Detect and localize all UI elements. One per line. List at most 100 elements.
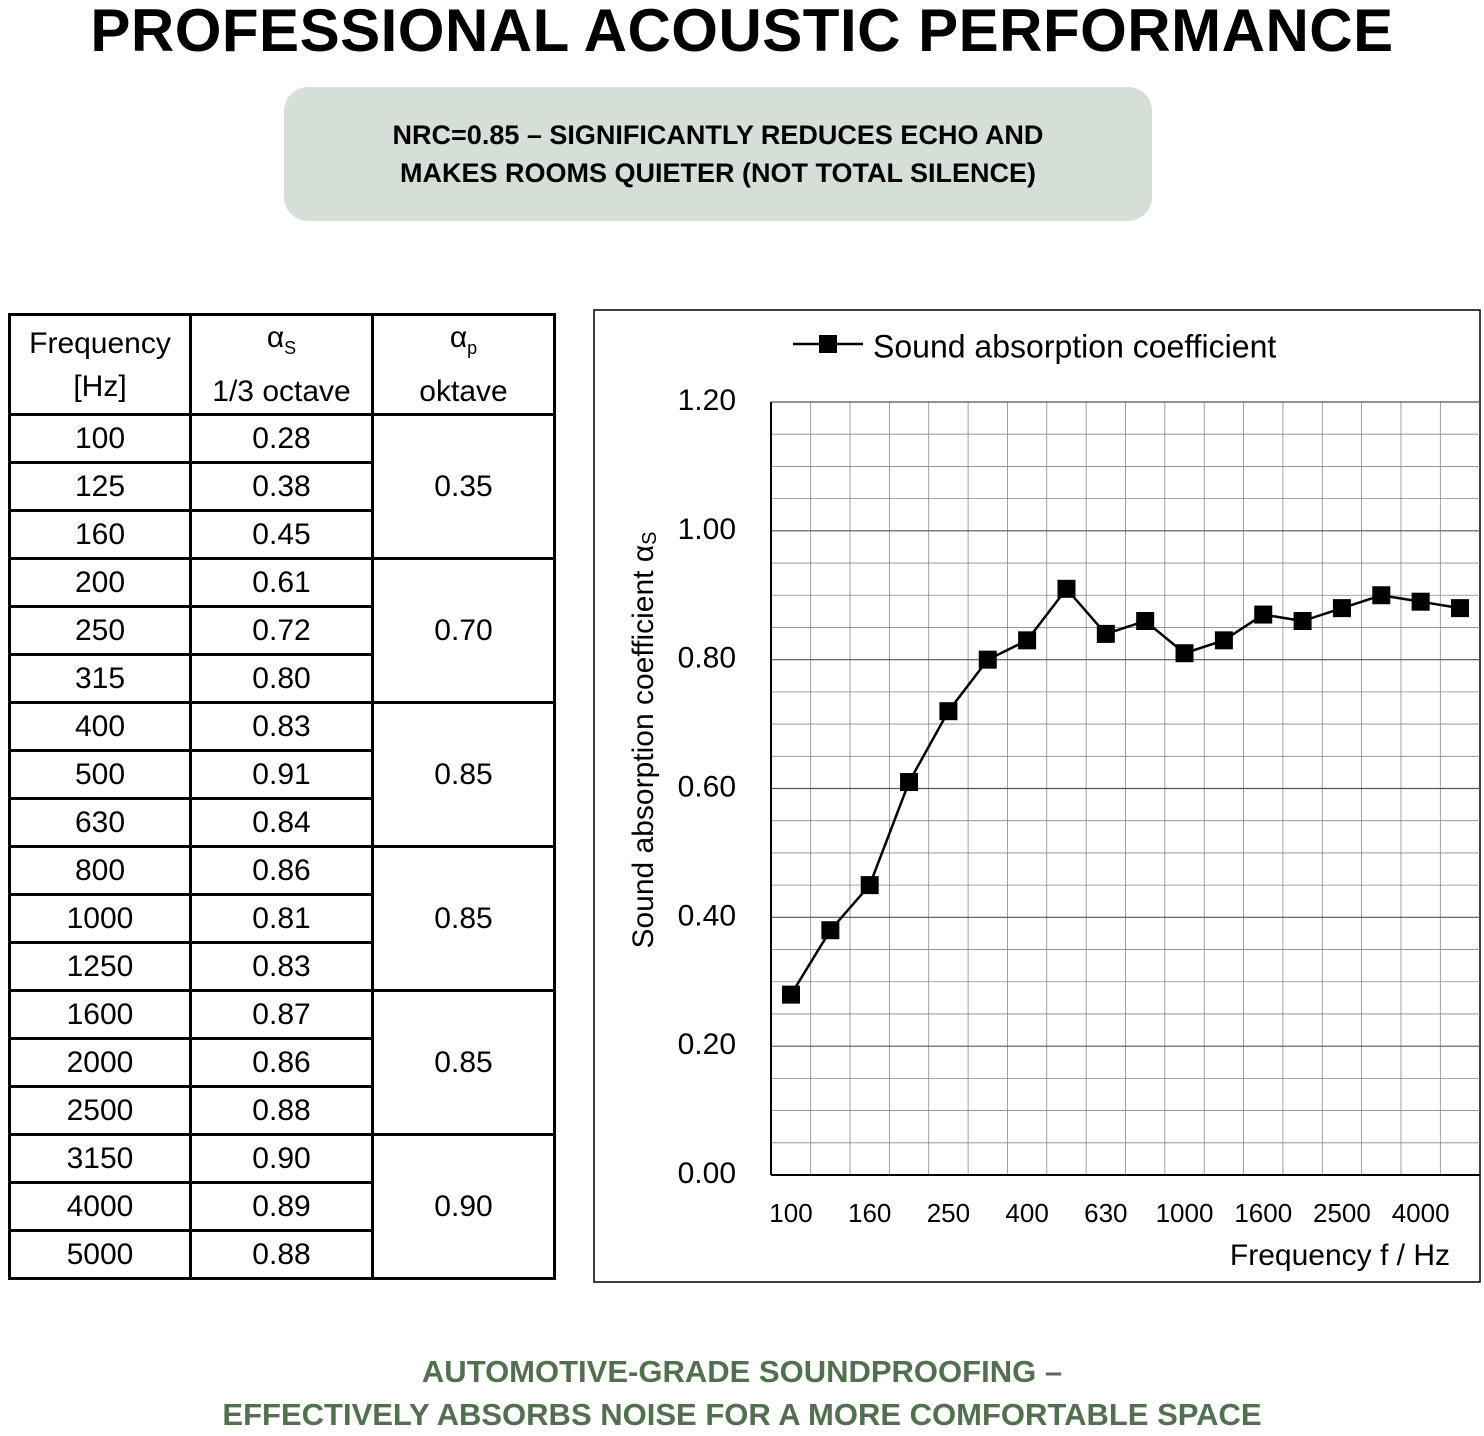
x-tick-label: 2500 <box>1313 1198 1371 1228</box>
header-text: 1/3 octave <box>212 375 351 408</box>
y-tick-label: 1.20 <box>678 384 736 417</box>
legend-label: Sound absorption coefficient <box>873 328 1276 364</box>
point-marker <box>1372 586 1391 605</box>
point-marker <box>1451 599 1469 618</box>
x-tick-label: 1000 <box>1156 1198 1214 1228</box>
y-tick-label: 0.40 <box>678 899 736 932</box>
table-row: 125 0.38 <box>8 461 555 512</box>
alpha-s-cell: 0.81 <box>189 893 374 944</box>
banner: NRC=0.85 – SIGNIFICANTLY REDUCES ECHO AN… <box>284 87 1152 221</box>
x-tick-label: 4000 <box>1392 1198 1450 1228</box>
point-marker <box>1293 612 1312 631</box>
x-axis-label: Frequency f / Hz <box>1230 1239 1450 1272</box>
point-marker <box>1175 644 1194 663</box>
frequency-cell: 1250 <box>8 941 192 992</box>
frequency-cell: 3150 <box>8 1133 192 1184</box>
header-cell: Frequency [Hz] <box>8 313 192 416</box>
table-row: 250 0.72 <box>8 605 555 656</box>
frequency-cell: 1600 <box>8 989 192 1040</box>
header-text: oktave <box>419 375 508 408</box>
point-marker <box>978 650 997 669</box>
point-marker <box>1057 579 1076 598</box>
chart-frame <box>593 309 1481 1283</box>
alpha-p-cell: 0.35 <box>371 413 556 560</box>
banner-line: MAKES ROOMS QUIETER (NOT TOTAL SILENCE) <box>399 158 1037 188</box>
footer-line: EFFECTIVELY ABSORBS NOISE FOR A MORE COM… <box>222 1397 1262 1432</box>
table-row: 5000 0.88 <box>8 1229 555 1280</box>
header-text: [Hz] <box>73 369 127 403</box>
data-table: Frequency [Hz] αS 1/3 octave αp oktave 100 0.28… <box>8 313 556 1280</box>
frequency-cell: 2000 <box>8 1037 192 1088</box>
frequency-cell: 2500 <box>8 1085 192 1136</box>
frequency-cell: 125 <box>8 461 192 512</box>
frequency-cell: 4000 <box>8 1181 192 1232</box>
table-row: 500 0.91 <box>8 749 555 800</box>
y-axis-label: Sound absorption coefficient αS <box>627 531 661 948</box>
x-tick-label: 250 <box>927 1198 970 1228</box>
alpha-s-cell: 0.91 <box>189 749 374 800</box>
alpha-s-cell: 0.38 <box>189 461 374 512</box>
frequency-cell: 100 <box>8 413 192 464</box>
point-marker <box>821 921 840 940</box>
symbol-subscript: S <box>284 338 297 358</box>
frequency-cell: 630 <box>8 797 192 848</box>
y-tick-label: 0.80 <box>678 642 736 675</box>
point-marker <box>1332 599 1351 618</box>
alpha-p-cell: 0.90 <box>371 1133 556 1280</box>
y-tick-label: 0.20 <box>678 1028 736 1061</box>
frequency-cell: 800 <box>8 845 192 896</box>
alpha-p-cell: 0.85 <box>371 701 556 848</box>
frequency-cell: 5000 <box>8 1229 192 1280</box>
y-tick-label: 0.60 <box>678 770 736 803</box>
table-row: 1000 0.81 <box>8 893 555 944</box>
header-cell: αS 1/3 octave <box>189 313 374 416</box>
table-row: 160 0.45 <box>8 509 555 560</box>
point-marker <box>1254 605 1273 624</box>
point-marker <box>939 702 958 721</box>
alpha-s-cell: 0.89 <box>189 1181 374 1232</box>
alpha-s-cell: 0.90 <box>189 1133 374 1184</box>
footer: AUTOMOTIVE-GRADE SOUNDPROOFING – EFFECTI… <box>0 1350 1484 1436</box>
header-symbol: αS <box>192 316 371 370</box>
symbol-subscript: p <box>467 338 478 358</box>
table-row: 1600 0.87 0.85 <box>8 989 556 1136</box>
x-tick-label: 1600 <box>1234 1198 1292 1228</box>
table-row: 1250 0.83 <box>8 941 555 992</box>
alpha-s-cell: 0.83 <box>189 701 374 752</box>
legend-marker <box>819 335 837 353</box>
frequency-cell: 315 <box>8 653 192 704</box>
y-axis-label-subscript: S <box>639 531 661 544</box>
table-row: 2500 0.88 <box>8 1085 555 1136</box>
x-tick-label: 630 <box>1084 1198 1127 1228</box>
alpha-s-cell: 0.88 <box>189 1085 374 1136</box>
header-text: Frequency <box>29 326 171 360</box>
header-symbol: αp <box>374 316 553 370</box>
frequency-cell: 400 <box>8 701 192 752</box>
x-tick-label: 100 <box>769 1198 812 1228</box>
table-row: 400 0.83 0.85 <box>8 701 556 848</box>
alpha-p-cell: 0.85 <box>371 989 556 1136</box>
point-marker <box>900 773 919 792</box>
point-marker <box>860 876 879 895</box>
alpha-s-cell: 0.87 <box>189 989 374 1040</box>
alpha-s-cell: 0.86 <box>189 845 374 896</box>
symbol: α <box>449 321 468 354</box>
table-row: 3150 0.90 0.90 <box>8 1133 556 1280</box>
frequency-cell: 160 <box>8 509 192 560</box>
point-marker <box>1136 612 1155 631</box>
x-tick-label: 160 <box>848 1198 891 1228</box>
banner-line: NRC=0.85 – SIGNIFICANTLY REDUCES ECHO AN… <box>392 120 1044 150</box>
alpha-s-cell: 0.28 <box>189 413 374 464</box>
y-tick-label: 0.00 <box>678 1157 736 1190</box>
alpha-s-cell: 0.61 <box>189 557 374 608</box>
alpha-s-cell: 0.45 <box>189 509 374 560</box>
frequency-cell: 200 <box>8 557 192 608</box>
header-cell: αp oktave <box>371 313 556 416</box>
footer-line: AUTOMOTIVE-GRADE SOUNDPROOFING – <box>421 1354 1063 1389</box>
alpha-p-cell: 0.85 <box>371 845 556 992</box>
table-row: 4000 0.89 <box>8 1181 555 1232</box>
table-row: 800 0.86 0.85 <box>8 845 556 992</box>
table-row: 100 0.28 0.35 <box>8 413 556 560</box>
